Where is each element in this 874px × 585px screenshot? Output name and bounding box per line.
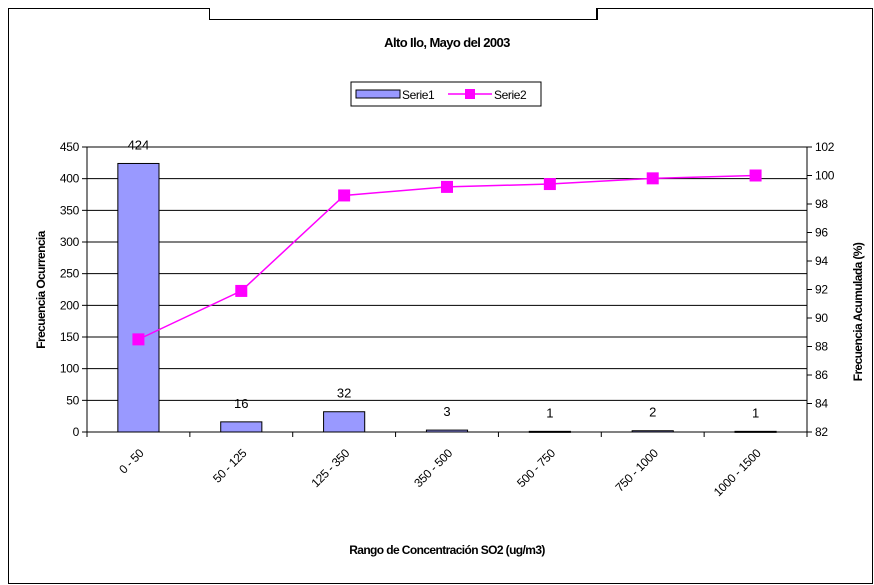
y2-tick-label: 82 <box>815 425 828 439</box>
y2-tick-label: 100 <box>815 169 835 183</box>
y2-axis-title: Frecuencia Acumulada (%) <box>851 242 865 381</box>
bar <box>323 411 366 433</box>
y-tick-label: 150 <box>60 330 80 344</box>
top-tab-decoration <box>209 8 598 20</box>
x-tick-label: 1000 - 1500 <box>711 446 764 499</box>
chart-title: Alto Ilo, Mayo del 2003 <box>384 35 510 50</box>
legend-marker-serie2 <box>465 89 475 99</box>
bar-data-label: 1 <box>546 405 553 420</box>
bar-data-label: 3 <box>443 404 450 419</box>
serie2-marker <box>646 172 659 185</box>
y-tick-label: 450 <box>60 140 80 154</box>
y-tick-label: 350 <box>60 203 80 217</box>
y-tick-label: 200 <box>60 298 80 312</box>
y2-tick-label: 84 <box>815 397 828 411</box>
legend-label-serie1: Serie1 <box>402 88 435 102</box>
x-tick-label: 350 - 500 <box>411 446 455 490</box>
y2-tick-label: 98 <box>815 197 828 211</box>
x-tick-label: 50 - 125 <box>210 446 250 486</box>
x-tick-label: 750 - 1000 <box>612 446 661 495</box>
legend-box <box>350 81 542 107</box>
serie2-marker <box>132 333 145 346</box>
bar-data-label: 424 <box>128 137 150 152</box>
y2-tick-label: 96 <box>815 226 828 240</box>
y2-tick-label: 90 <box>815 311 828 325</box>
y2-tick-label: 94 <box>815 254 828 268</box>
bar <box>117 162 160 433</box>
serie2-marker <box>543 178 556 191</box>
y2-tick-label: 88 <box>815 340 828 354</box>
y2-tick-label: 86 <box>815 368 828 382</box>
legend-label-serie2: Serie2 <box>494 88 527 102</box>
serie2-marker <box>749 169 762 182</box>
bar-data-label: 2 <box>649 405 656 420</box>
serie2-marker <box>338 189 351 202</box>
bar-data-label: 1 <box>752 405 759 420</box>
bar-data-label: 16 <box>234 396 248 411</box>
y2-tick-label: 102 <box>815 140 835 154</box>
bar <box>220 421 263 433</box>
y-tick-label: 250 <box>60 267 80 281</box>
serie2-line <box>138 174 756 341</box>
bar-data-label: 32 <box>337 386 351 401</box>
x-axis-title: Rango de Concentración SO2 (ug/m3) <box>349 543 545 557</box>
legend: Serie1 Serie2 <box>350 81 542 107</box>
y2-tick-label: 92 <box>815 283 828 297</box>
x-tick-label: 125 - 350 <box>308 446 352 490</box>
serie2-marker <box>235 284 248 297</box>
y-tick-label: 400 <box>60 172 80 186</box>
y-axis-title: Frecuencia Ocurrencia <box>34 230 48 348</box>
plot-area: 0 50 100 150 200 250 300 350 400 450 82 84 86 88 90 92 9… <box>60 137 835 499</box>
x-tick-label: 0 - 50 <box>116 446 147 477</box>
legend-swatch-serie1 <box>355 89 401 99</box>
y-tick-label: 300 <box>60 235 80 249</box>
x-tick-label: 500 - 750 <box>514 446 558 490</box>
y-tick-label: 0 <box>73 425 80 439</box>
y-tick-label: 100 <box>60 362 80 376</box>
y-tick-label: 50 <box>66 393 79 407</box>
serie2-marker <box>441 180 453 193</box>
